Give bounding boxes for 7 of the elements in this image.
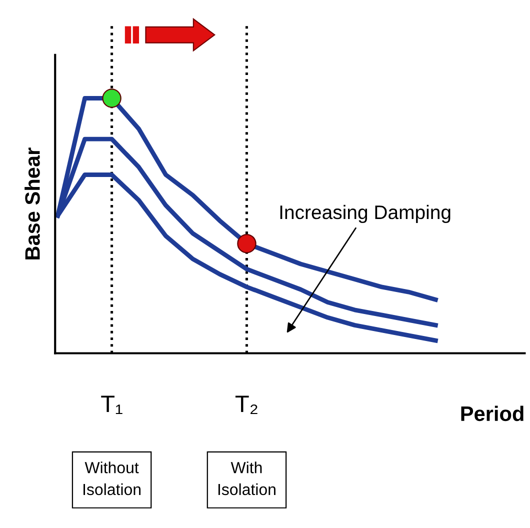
x-tick-label: T₂ (235, 396, 258, 414)
x-tick-label: T₁ (101, 396, 122, 414)
text: Without Isolation (84, 462, 141, 496)
x-axis-title: Period (461, 406, 524, 422)
annotation: Increasing Damping (280, 204, 450, 224)
y-axis-title: Base Shear (24, 148, 40, 260)
text: With Isolation (218, 462, 276, 496)
